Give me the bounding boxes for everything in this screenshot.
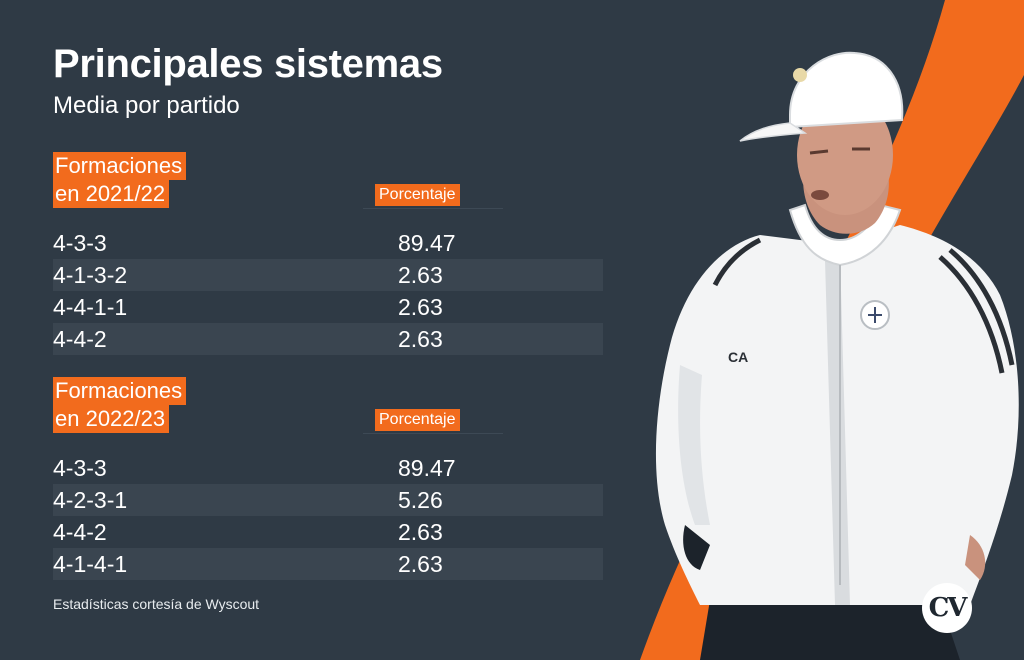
percentage-cell: 2.63	[398, 326, 443, 352]
coach-photo: CA	[655, 51, 1019, 660]
page-title: Principales sistemas	[53, 42, 443, 86]
table-row: 4-4-2 2.63	[53, 516, 603, 548]
percentage-cell: 89.47	[398, 230, 456, 256]
section-label: Formaciones en 2021/22	[53, 152, 187, 208]
formation-cell: 4-4-2	[53, 519, 107, 545]
formations-section-2021-22: Formaciones en 2021/22 Porcentaje 4-3-3 …	[53, 152, 603, 355]
cv-logo-icon: CV	[922, 583, 972, 633]
formation-cell: 4-3-3	[53, 230, 107, 256]
percentage-column-header: Porcentaje	[375, 184, 460, 206]
logo-text: CV	[928, 593, 968, 623]
section-label: Formaciones en 2022/23	[53, 377, 187, 433]
formation-cell: 4-4-1-1	[53, 294, 128, 320]
formation-cell: 4-1-3-2	[53, 262, 128, 288]
section-label-line1: Formaciones	[53, 152, 187, 180]
table-row: 4-4-2 2.63	[53, 323, 603, 355]
formations-table: 4-3-3 89.47 4-1-3-2 2.63 4-4-1-1 2.63 4-…	[53, 227, 603, 355]
svg-text:CA: CA	[728, 349, 748, 365]
percentage-cell: 89.47	[398, 455, 456, 481]
table-row: 4-4-1-1 2.63	[53, 291, 603, 323]
section-label-line2: en 2021/22	[53, 180, 170, 208]
table-row: 4-1-4-1 2.63	[53, 548, 603, 580]
percentage-cell: 2.63	[398, 519, 443, 545]
formation-cell: 4-4-2	[53, 326, 107, 352]
percentage-cell: 2.63	[398, 551, 443, 577]
section-label-line1: Formaciones	[53, 377, 187, 405]
table-row: 4-3-3 89.47	[53, 227, 603, 259]
table-row: 4-1-3-2 2.63	[53, 259, 603, 291]
percentage-cell: 5.26	[398, 487, 443, 513]
percentage-column-header: Porcentaje	[375, 409, 460, 431]
formation-cell: 4-3-3	[53, 455, 107, 481]
table-row: 4-2-3-1 5.26	[53, 484, 603, 516]
percentage-cell: 2.63	[398, 262, 443, 288]
table-row: 4-3-3 89.47	[53, 452, 603, 484]
formations-table: 4-3-3 89.47 4-2-3-1 5.26 4-4-2 2.63 4-1-…	[53, 452, 603, 580]
percentage-cell: 2.63	[398, 294, 443, 320]
header-divider	[363, 433, 503, 434]
header-divider	[363, 208, 503, 209]
data-credit: Estadísticas cortesía de Wyscout	[53, 596, 260, 612]
formation-cell: 4-1-4-1	[53, 551, 128, 577]
page-subtitle: Media por partido	[53, 92, 240, 119]
formation-cell: 4-2-3-1	[53, 487, 128, 513]
section-label-line2: en 2022/23	[53, 405, 170, 433]
formations-section-2022-23: Formaciones en 2022/23 Porcentaje 4-3-3 …	[53, 377, 603, 580]
